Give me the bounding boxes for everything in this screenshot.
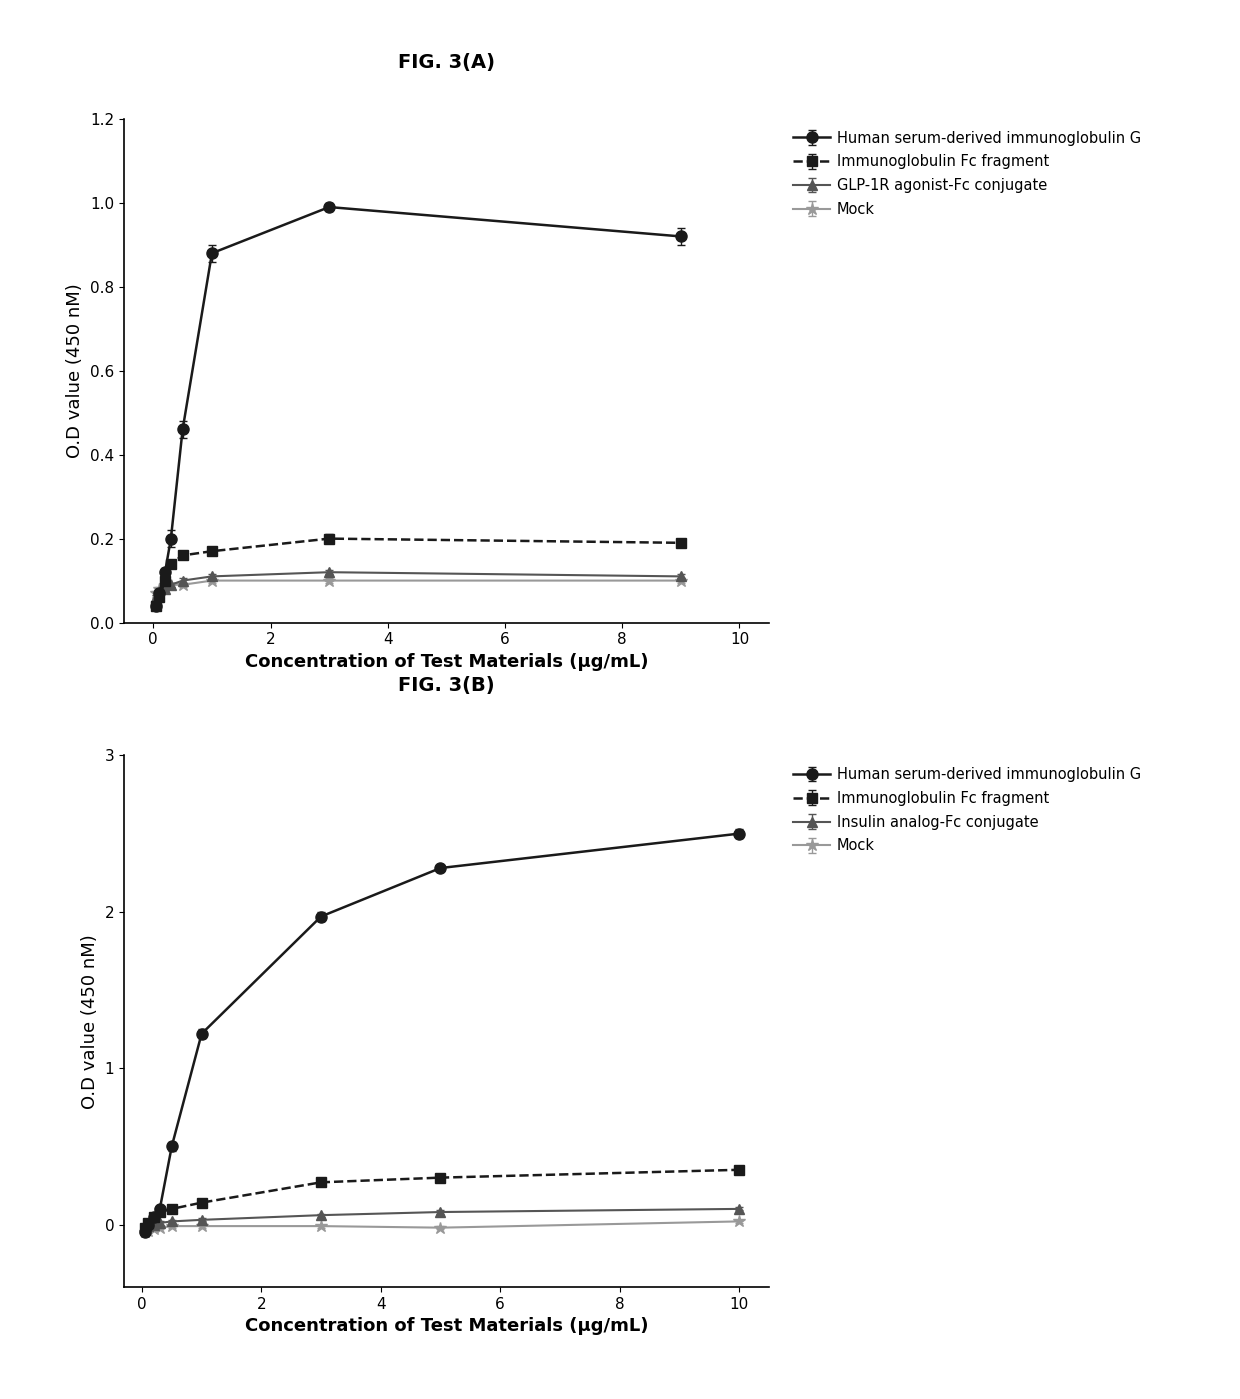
Y-axis label: O.D value (450 nM): O.D value (450 nM) (81, 935, 99, 1108)
X-axis label: Concentration of Test Materials (μg/mL): Concentration of Test Materials (μg/mL) (244, 653, 649, 672)
Text: FIG. 3(B): FIG. 3(B) (398, 676, 495, 695)
Y-axis label: O.D value (450 nM): O.D value (450 nM) (67, 284, 84, 457)
Text: FIG. 3(A): FIG. 3(A) (398, 53, 495, 73)
X-axis label: Concentration of Test Materials (μg/mL): Concentration of Test Materials (μg/mL) (244, 1318, 649, 1336)
Legend: Human serum-derived immunoglobulin G, Immunoglobulin Fc fragment, Insulin analog: Human serum-derived immunoglobulin G, Im… (789, 762, 1146, 858)
Legend: Human serum-derived immunoglobulin G, Immunoglobulin Fc fragment, GLP-1R agonist: Human serum-derived immunoglobulin G, Im… (789, 126, 1146, 221)
